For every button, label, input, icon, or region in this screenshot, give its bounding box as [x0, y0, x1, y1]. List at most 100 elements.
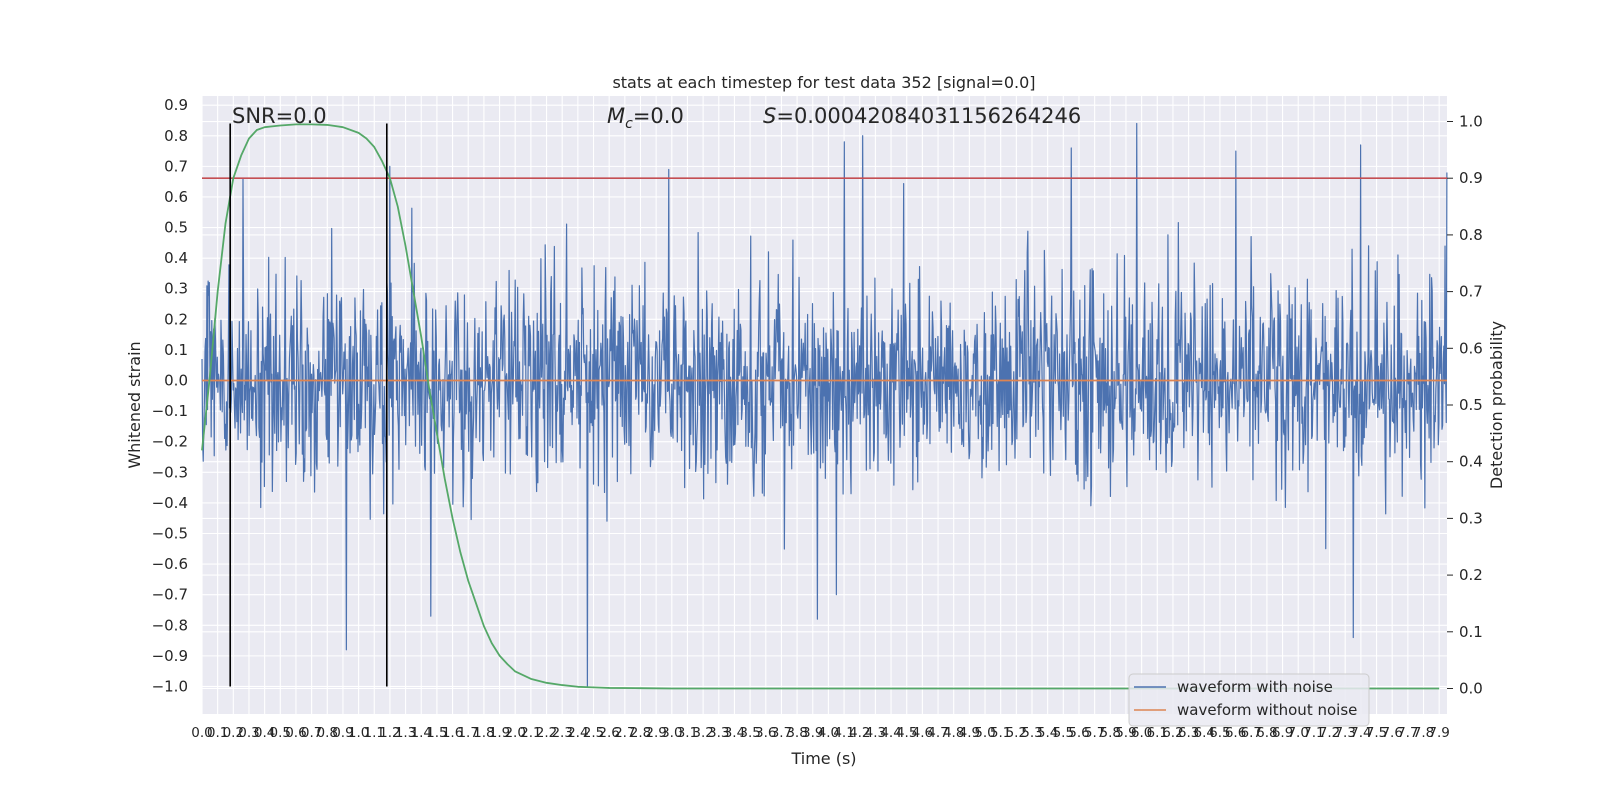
x-tick-label: 4.3: [865, 725, 886, 741]
probability-line: [201, 123, 1440, 690]
x-tick-label: 0.1: [207, 725, 228, 741]
x-tick-label: 6.8: [1256, 725, 1277, 741]
x-tick-label: 4.1: [833, 725, 854, 741]
chart-title: stats at each timestep for test data 352…: [612, 73, 1035, 92]
x-tick-label: 5.0: [974, 725, 995, 741]
chirp-mass-symbol: M: [607, 104, 625, 128]
x-tick-label: 2.4: [567, 725, 588, 741]
x-tick-label: 6.6: [1225, 725, 1246, 741]
x-axis-ticks: 0.00.10.20.30.40.50.60.70.80.91.01.11.21…: [191, 725, 1450, 741]
x-tick-label: 2.0: [504, 725, 525, 741]
y2-tick-label: 0.4: [1459, 453, 1483, 471]
y-tick-label: 0.4: [164, 249, 188, 267]
x-tick-label: 6.4: [1194, 725, 1215, 741]
x-tick-label: 2.6: [598, 725, 619, 741]
x-tick-label: 7.7: [1397, 725, 1418, 741]
y2-tick-label: 0.6: [1459, 339, 1483, 357]
s-value: =0.00042084031156264246: [776, 104, 1081, 128]
x-tick-label: 3.3: [708, 725, 729, 741]
x-tick-label: 3.5: [739, 725, 760, 741]
x-tick-label: 4.9: [959, 725, 980, 741]
x-tick-label: 0.4: [254, 725, 275, 741]
x-tick-label: 4.7: [927, 725, 948, 741]
x-tick-label: 0.8: [317, 725, 338, 741]
x-tick-label: 7.4: [1350, 725, 1371, 741]
y2-tick-label: 0.1: [1459, 623, 1483, 641]
x-tick-label: 3.1: [677, 725, 698, 741]
legend-box: [1128, 673, 1370, 727]
x-tick-label: 1.6: [442, 725, 463, 741]
x-tick-label: 6.3: [1178, 725, 1199, 741]
y-tick-label: −0.1: [152, 402, 188, 420]
legend: waveform with noise waveform without noi…: [1128, 673, 1370, 727]
x-tick-label: 0.0: [191, 725, 212, 741]
y-tick-label: 0.1: [164, 341, 188, 359]
y-tick-label: 0.8: [164, 127, 188, 145]
x-tick-label: 5.3: [1021, 725, 1042, 741]
x-tick-label: 2.7: [614, 725, 635, 741]
x-tick-label: 3.2: [692, 725, 713, 741]
x-tick-label: 7.3: [1334, 725, 1355, 741]
x-tick-label: 4.0: [818, 725, 839, 741]
x-tick-label: 6.1: [1147, 725, 1168, 741]
x-tick-label: 5.1: [990, 725, 1011, 741]
x-tick-label: 0.3: [238, 725, 259, 741]
x-tick-label: 1.1: [364, 725, 385, 741]
y2-tick-label: 0.0: [1459, 679, 1483, 697]
y-tick-label: −0.4: [152, 494, 188, 512]
x-tick-label: 3.4: [724, 725, 745, 741]
x-tick-label: 7.5: [1366, 725, 1387, 741]
s-annotation: S=0.00042084031156264246: [763, 104, 1081, 128]
chirp-mass-annotation: Mc=0.0: [607, 104, 684, 132]
x-tick-label: 4.6: [912, 725, 933, 741]
x-tick-label: 5.7: [1084, 725, 1105, 741]
x-tick-label: 1.3: [395, 725, 416, 741]
y-tick-label: 0.3: [164, 280, 188, 298]
x-tick-label: 5.8: [1100, 725, 1121, 741]
x-tick-label: 6.7: [1241, 725, 1262, 741]
x-tick-label: 1.8: [473, 725, 494, 741]
y2-axis-ticks: 1.0 0.9 0.8 0.7 0.6 0.5 0.4 0.3 0.2 0.1 0.0: [1447, 113, 1483, 697]
y-tick-label: −0.5: [152, 524, 188, 542]
x-tick-label: 5.6: [1068, 725, 1089, 741]
y-tick-label: −0.2: [152, 433, 188, 451]
y2-tick-label: 0.2: [1459, 566, 1483, 584]
y-tick-label: 0.2: [164, 310, 188, 328]
x-tick-label: 7.2: [1319, 725, 1340, 741]
y-tick-label: −1.0: [152, 677, 188, 695]
x-tick-label: 6.2: [1162, 725, 1183, 741]
x-tick-label: 7.1: [1303, 725, 1324, 741]
x-tick-label: 2.9: [645, 725, 666, 741]
chirp-mass-value: =0.0: [633, 104, 684, 128]
y2-tick-label: 0.3: [1459, 509, 1483, 527]
y2-tick-label: 0.9: [1459, 169, 1483, 187]
y-tick-label: 0.6: [164, 188, 188, 206]
x-tick-label: 1.5: [426, 725, 447, 741]
x-tick-label: 2.8: [630, 725, 651, 741]
x-tick-label: 4.4: [880, 725, 901, 741]
x-tick-label: 3.6: [755, 725, 776, 741]
y-tick-label: −0.3: [152, 463, 188, 481]
y-tick-label: −0.7: [152, 586, 188, 604]
x-tick-label: 5.5: [1053, 725, 1074, 741]
y-tick-label: 0.5: [164, 219, 188, 237]
x-tick-label: 1.9: [489, 725, 510, 741]
chirp-mass-subscript: c: [625, 116, 633, 132]
y-axis-ticks: 0.9 0.8 0.7 0.6 0.5 0.4 0.3 0.2 0.1 0.0 −0.1 −0.2 −0…: [152, 96, 188, 695]
x-axis-title: Time (s): [790, 749, 856, 768]
x-tick-label: 0.6: [285, 725, 306, 741]
x-tick-label: 4.5: [896, 725, 917, 741]
x-tick-label: 7.8: [1413, 725, 1434, 741]
x-tick-label: 0.9: [332, 725, 353, 741]
x-tick-label: 3.8: [786, 725, 807, 741]
legend-label-clean: waveform without noise: [1177, 701, 1357, 719]
x-tick-label: 5.9: [1115, 725, 1136, 741]
y-tick-label: −0.6: [152, 555, 188, 573]
x-tick-label: 0.7: [301, 725, 322, 741]
event-markers: [229, 123, 388, 687]
x-tick-label: 7.9: [1428, 725, 1449, 741]
x-tick-label: 0.2: [223, 725, 244, 741]
y-tick-label: 0.7: [164, 157, 188, 175]
x-tick-label: 4.2: [849, 725, 870, 741]
x-tick-label: 2.5: [583, 725, 604, 741]
